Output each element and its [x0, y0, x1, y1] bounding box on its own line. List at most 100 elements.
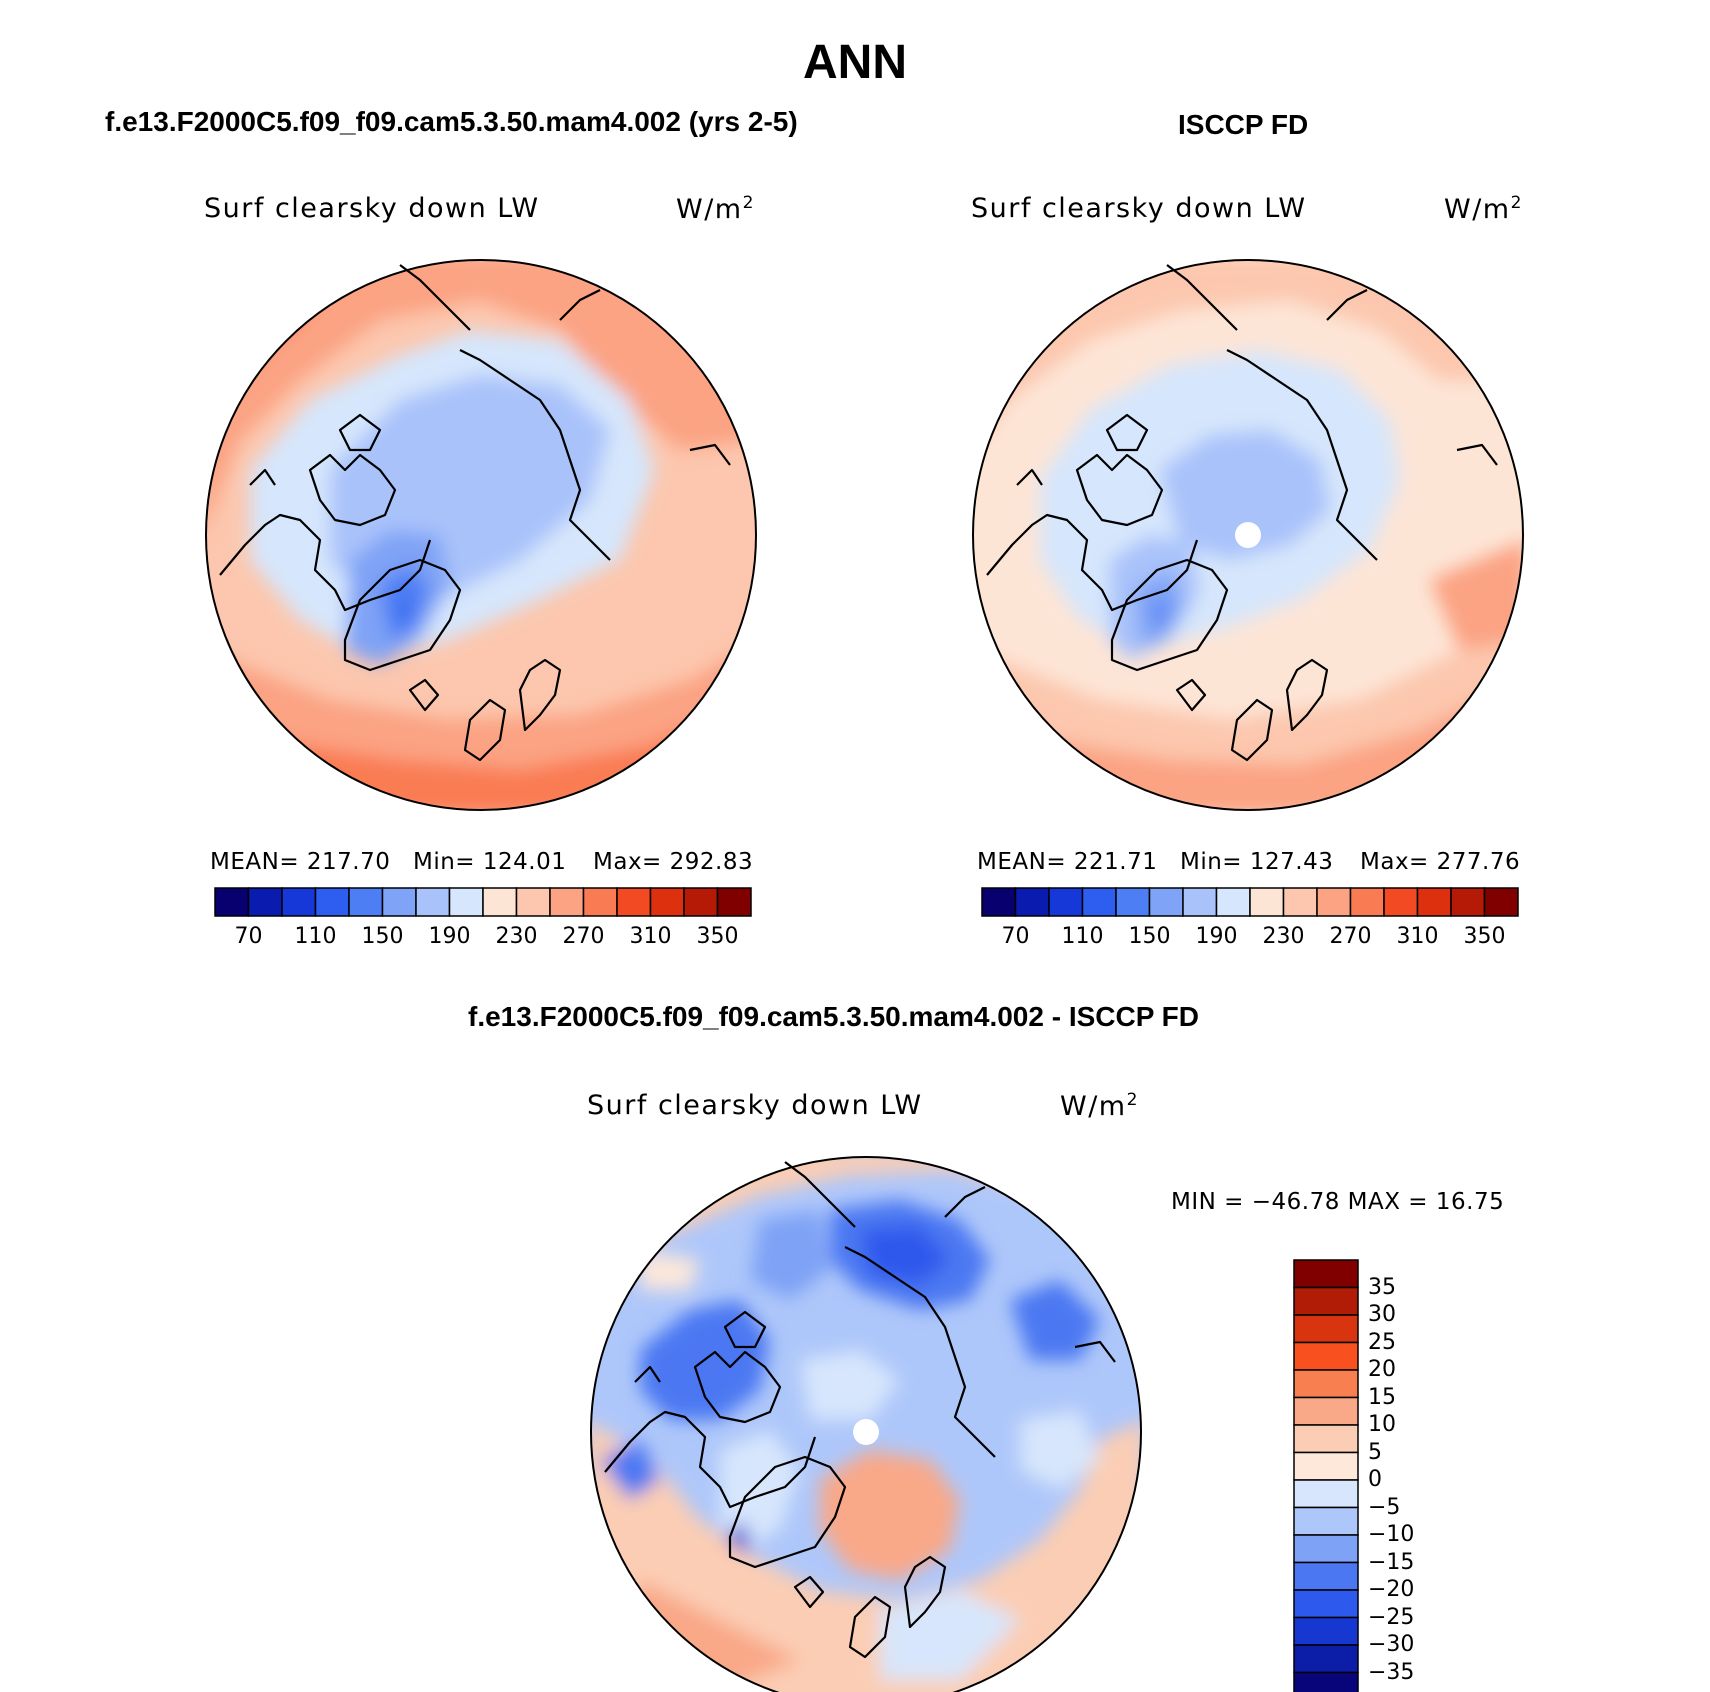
colorbar-swatch [1293, 1314, 1359, 1344]
colorbar-swatch [1048, 887, 1084, 917]
colorbar-swatch [1293, 1369, 1359, 1399]
model-min-stat: Min= 124.01 [413, 849, 567, 875]
colorbar-tick-label: 30 [1368, 1302, 1396, 1327]
colorbar-swatch [448, 887, 484, 917]
obs-units-label: W/m2 [1444, 193, 1523, 225]
obs-variable-label: Surf clearsky down LW [971, 193, 1307, 224]
colorbar-swatch [1293, 1506, 1359, 1536]
model-mean-stat: MEAN= 217.70 [210, 849, 391, 875]
model-map-border [205, 259, 757, 811]
colorbar-tick-label: 5 [1368, 1439, 1382, 1465]
colorbar-swatch [314, 887, 350, 917]
colorbar-swatch [1282, 887, 1318, 917]
diff-minmax-stat: MIN = −46.78 MAX = 16.75 [1171, 1189, 1505, 1215]
colorbar-swatch [582, 887, 618, 917]
colorbar-tick-label: 110 [294, 924, 337, 949]
colorbar-swatch [1293, 1451, 1359, 1481]
colorbar-swatch [1293, 1589, 1359, 1619]
colorbar-swatch [1293, 1396, 1359, 1426]
colorbar-swatch [1293, 1259, 1359, 1289]
obs-map-border [972, 259, 1524, 811]
obs-mean-stat: MEAN= 221.71 [977, 849, 1158, 875]
diff-map-border [590, 1156, 1142, 1692]
obs-polar-gap [1235, 522, 1261, 548]
colorbar-tick-label: −15 [1368, 1549, 1415, 1575]
colorbar-tick-label: 270 [1329, 924, 1372, 949]
colorbar-tick-label: −10 [1368, 1522, 1415, 1547]
colorbar-swatch [381, 887, 417, 917]
colorbar-swatch [683, 887, 719, 917]
colorbar-tick-label: 15 [1368, 1384, 1396, 1410]
colorbar-swatch [1450, 887, 1486, 917]
colorbar-tick-label: 70 [234, 924, 263, 949]
colorbar-swatch [1293, 1286, 1359, 1316]
colorbar-tick-label: 270 [562, 924, 605, 949]
colorbar-swatch [1293, 1671, 1359, 1692]
diff-coastlines [604, 1161, 1116, 1659]
colorbar-tick-label: 350 [696, 924, 739, 949]
colorbar-tick-label: 20 [1368, 1357, 1396, 1382]
colorbar-swatch [1293, 1341, 1359, 1371]
colorbar-tick-label: 10 [1368, 1412, 1396, 1437]
colorbar-swatch [1115, 887, 1151, 917]
colorbar-swatch [348, 887, 384, 917]
diff-units-label: W/m2 [1060, 1090, 1139, 1122]
colorbar-swatch [1483, 887, 1519, 917]
page-title: ANN [803, 36, 907, 89]
colorbar-tick-label: 190 [428, 924, 471, 949]
colorbar-tick-label: 70 [1001, 924, 1030, 949]
obs-colorbar [981, 887, 1519, 917]
obs-panel-header: ISCCP FD [1178, 109, 1309, 140]
diff-panel-header: f.e13.F2000C5.f09_f09.cam5.3.50.mam4.002… [468, 1001, 1200, 1032]
colorbar-swatch [515, 887, 551, 917]
colorbar-swatch [1293, 1424, 1359, 1454]
diff-polar-map [590, 1156, 1142, 1692]
model-panel-header: f.e13.F2000C5.f09_f09.cam5.3.50.mam4.002… [105, 106, 798, 137]
diff-variable-label: Surf clearsky down LW [587, 1090, 923, 1121]
model-units-label: W/m2 [676, 193, 755, 225]
colorbar-swatch [1293, 1616, 1359, 1646]
colorbar-swatch [1148, 887, 1184, 917]
colorbar-tick-label: −5 [1368, 1494, 1401, 1520]
obs-polar-map [972, 259, 1524, 811]
obs-coastlines [986, 264, 1498, 762]
colorbar-swatch [1249, 887, 1285, 917]
colorbar-swatch [1081, 887, 1117, 917]
obs-max-stat: Max= 277.76 [1360, 849, 1521, 875]
colorbar-swatch [981, 887, 1017, 917]
colorbar-tick-label: 230 [1262, 924, 1305, 949]
colorbar-swatch [247, 887, 283, 917]
colorbar-tick-label: 150 [361, 924, 404, 949]
colorbar-swatch [1215, 887, 1251, 917]
diff-field [591, 1157, 1141, 1692]
colorbar-tick-label: −30 [1368, 1632, 1415, 1657]
colorbar-swatch [616, 887, 652, 917]
colorbar-swatch [1316, 887, 1352, 917]
colorbar-swatch [716, 887, 752, 917]
colorbar-tick-label: −20 [1368, 1577, 1415, 1602]
model-max-stat: Max= 292.83 [593, 849, 754, 875]
colorbar-swatch [649, 887, 685, 917]
colorbar-swatch [1293, 1644, 1359, 1674]
colorbar-swatch [415, 887, 451, 917]
colorbar-tick-label: 150 [1128, 924, 1171, 949]
model-variable-label: Surf clearsky down LW [204, 193, 540, 224]
colorbar-tick-label: 310 [1396, 924, 1439, 949]
colorbar-swatch [1293, 1561, 1359, 1591]
colorbar-swatch [549, 887, 585, 917]
colorbar-swatch [1383, 887, 1419, 917]
colorbar-swatch [1416, 887, 1452, 917]
model-coastlines [219, 264, 731, 762]
colorbar-tick-label: 230 [495, 924, 538, 949]
colorbar-swatch [281, 887, 317, 917]
diff-polar-gap [853, 1419, 879, 1445]
colorbar-swatch [1349, 887, 1385, 917]
colorbar-tick-label: 310 [629, 924, 672, 949]
colorbar-swatch [482, 887, 518, 917]
colorbar-tick-label: 25 [1368, 1329, 1396, 1355]
colorbar-tick-label: 350 [1463, 924, 1506, 949]
colorbar-tick-label: −25 [1368, 1604, 1415, 1630]
colorbar-swatch [214, 887, 250, 917]
colorbar-swatch [1182, 887, 1218, 917]
